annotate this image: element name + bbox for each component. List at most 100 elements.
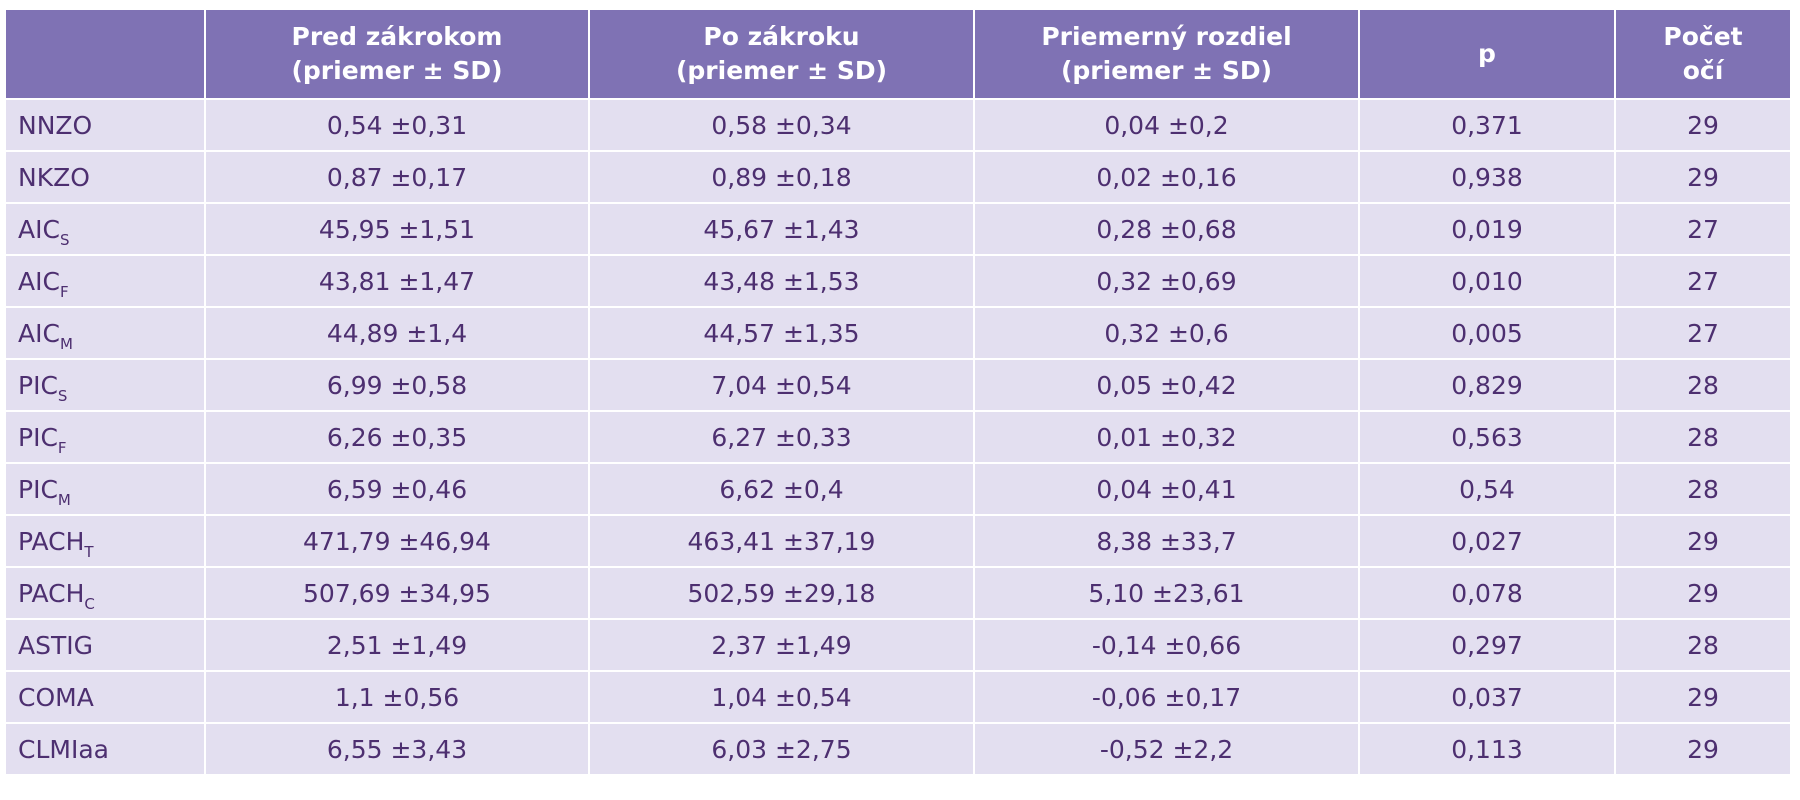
table-row: NKZO 0,87 ±0,17 0,89 ±0,18 0,02 ±0,16 0,938 2…: [4, 150, 1792, 204]
cell-p-value: 0,297: [1358, 618, 1616, 672]
cell-after: 0,58 ±0,34: [588, 98, 975, 152]
table-row: AICF 43,81 ±1,47 43,48 ±1,53 0,32 ±0,69 0,01…: [4, 254, 1792, 308]
cell-parameter: CLMIaa: [4, 722, 206, 776]
results-table-container: Pred zákrokom (priemer ± SD) Po zákroku …: [4, 8, 1792, 776]
cell-parameter: PICM: [4, 462, 206, 516]
parameter-name: AIC: [18, 266, 60, 296]
header-eye-count-line1: Počet: [1663, 22, 1743, 51]
cell-after: 1,04 ±0,54: [588, 670, 975, 724]
cell-parameter: PICS: [4, 358, 206, 412]
parameter-name: NNZO: [18, 110, 93, 140]
cell-p-value: 0,829: [1358, 358, 1616, 412]
table-row: NNZO 0,54 ±0,31 0,58 ±0,34 0,04 ±0,2 0,371 29: [4, 98, 1792, 152]
table-row: ASTIG 2,51 ±1,49 2,37 ±1,49 -0,14 ±0,66 0,29…: [4, 618, 1792, 672]
header-difference-title: Priemerný rozdiel: [1041, 22, 1292, 51]
cell-eye-count: 29: [1614, 98, 1792, 152]
cell-difference: 0,32 ±0,6: [973, 306, 1360, 360]
cell-before: 6,55 ±3,43: [204, 722, 590, 776]
parameter-subscript: M: [59, 334, 73, 353]
cell-before: 43,81 ±1,47: [204, 254, 590, 308]
header-eye-count-line2: očí: [1682, 56, 1724, 85]
parameter-name: PACH: [18, 526, 85, 556]
cell-eye-count: 28: [1614, 358, 1792, 412]
cell-difference: -0,52 ±2,2: [973, 722, 1360, 776]
cell-difference: 0,04 ±0,2: [973, 98, 1360, 152]
cell-before: 0,54 ±0,31: [204, 98, 590, 152]
header-before-subtitle: (priemer ± SD): [291, 56, 503, 85]
cell-parameter: PACHT: [4, 514, 206, 568]
header-before-title: Pred zákrokom: [291, 22, 503, 51]
table-row: PICM 6,59 ±0,46 6,62 ±0,4 0,04 ±0,41 0,54 28: [4, 462, 1792, 516]
cell-eye-count: 28: [1614, 618, 1792, 672]
cell-before: 6,99 ±0,58: [204, 358, 590, 412]
cell-eye-count: 29: [1614, 514, 1792, 568]
cell-before: 6,26 ±0,35: [204, 410, 590, 464]
header-difference-subtitle: (priemer ± SD): [1060, 56, 1273, 85]
cell-p-value: 0,037: [1358, 670, 1616, 724]
table-row: PACHT 471,79 ±46,94 463,41 ±37,19 8,38 ±33,…: [4, 514, 1792, 568]
parameter-subscript: S: [59, 230, 70, 249]
table-row: PICF 6,26 ±0,35 6,27 ±0,33 0,01 ±0,32 0,563 2…: [4, 410, 1792, 464]
cell-parameter: AICS: [4, 202, 206, 256]
cell-p-value: 0,010: [1358, 254, 1616, 308]
cell-p-value: 0,113: [1358, 722, 1616, 776]
table-row: COMA 1,1 ±0,56 1,04 ±0,54 -0,06 ±0,17 0,037 2…: [4, 670, 1792, 724]
cell-difference: -0,06 ±0,17: [973, 670, 1360, 724]
parameter-name: AIC: [18, 214, 60, 244]
results-table: Pred zákrokom (priemer ± SD) Po zákroku …: [4, 8, 1792, 776]
cell-after: 45,67 ±1,43: [588, 202, 975, 256]
cell-before: 1,1 ±0,56: [204, 670, 590, 724]
header-eye-count: Počet očí: [1614, 8, 1792, 100]
cell-after: 6,03 ±2,75: [588, 722, 975, 776]
cell-eye-count: 28: [1614, 410, 1792, 464]
cell-parameter: AICF: [4, 254, 206, 308]
cell-before: 6,59 ±0,46: [204, 462, 590, 516]
cell-eye-count: 28: [1614, 462, 1792, 516]
cell-difference: 0,28 ±0,68: [973, 202, 1360, 256]
parameter-name: PIC: [18, 474, 58, 504]
parameter-name: ASTIG: [18, 630, 93, 660]
cell-eye-count: 27: [1614, 306, 1792, 360]
header-parameter: [4, 8, 206, 100]
cell-eye-count: 29: [1614, 722, 1792, 776]
parameter-name: PACH: [18, 578, 85, 608]
cell-p-value: 0,371: [1358, 98, 1616, 152]
cell-before: 0,87 ±0,17: [204, 150, 590, 204]
cell-after: 7,04 ±0,54: [588, 358, 975, 412]
parameter-name: PIC: [18, 422, 58, 452]
cell-after: 0,89 ±0,18: [588, 150, 975, 204]
cell-difference: 0,04 ±0,41: [973, 462, 1360, 516]
parameter-subscript: M: [57, 490, 71, 509]
header-after-title: Po zákroku: [703, 22, 860, 51]
cell-p-value: 0,54: [1358, 462, 1616, 516]
cell-eye-count: 29: [1614, 670, 1792, 724]
cell-after: 43,48 ±1,53: [588, 254, 975, 308]
cell-difference: 5,10 ±23,61: [973, 566, 1360, 620]
cell-after: 6,27 ±0,33: [588, 410, 975, 464]
cell-before: 507,69 ±34,95: [204, 566, 590, 620]
cell-parameter: PACHC: [4, 566, 206, 620]
cell-difference: -0,14 ±0,66: [973, 618, 1360, 672]
cell-parameter: ASTIG: [4, 618, 206, 672]
cell-before: 44,89 ±1,4: [204, 306, 590, 360]
header-difference: Priemerný rozdiel (priemer ± SD): [973, 8, 1360, 100]
parameter-subscript: T: [84, 542, 94, 561]
header-before: Pred zákrokom (priemer ± SD): [204, 8, 590, 100]
cell-parameter: PICF: [4, 410, 206, 464]
cell-parameter: AICM: [4, 306, 206, 360]
header-row: Pred zákrokom (priemer ± SD) Po zákroku …: [4, 8, 1792, 100]
parameter-name: NKZO: [18, 162, 90, 192]
parameter-subscript: C: [84, 594, 95, 613]
cell-difference: 0,01 ±0,32: [973, 410, 1360, 464]
cell-parameter: NKZO: [4, 150, 206, 204]
cell-difference: 0,32 ±0,69: [973, 254, 1360, 308]
cell-p-value: 0,078: [1358, 566, 1616, 620]
cell-after: 44,57 ±1,35: [588, 306, 975, 360]
table-header: Pred zákrokom (priemer ± SD) Po zákroku …: [4, 8, 1792, 100]
cell-eye-count: 27: [1614, 254, 1792, 308]
cell-parameter: COMA: [4, 670, 206, 724]
cell-after: 502,59 ±29,18: [588, 566, 975, 620]
parameter-subscript: F: [57, 438, 67, 457]
cell-p-value: 0,938: [1358, 150, 1616, 204]
cell-after: 463,41 ±37,19: [588, 514, 975, 568]
